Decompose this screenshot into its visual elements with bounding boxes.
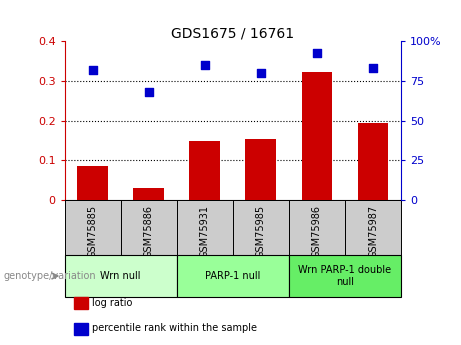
Bar bbox=[245, 139, 276, 200]
Text: genotype/variation: genotype/variation bbox=[4, 271, 96, 281]
Bar bbox=[177, 200, 233, 255]
Bar bbox=[233, 200, 289, 255]
Text: GSM75986: GSM75986 bbox=[312, 205, 322, 257]
Bar bbox=[289, 200, 345, 255]
Text: log ratio: log ratio bbox=[92, 298, 133, 307]
Point bbox=[145, 89, 152, 95]
Text: GSM75985: GSM75985 bbox=[256, 205, 266, 258]
Bar bbox=[358, 123, 389, 200]
Bar bbox=[74, 323, 88, 335]
Text: GSM75886: GSM75886 bbox=[144, 205, 154, 257]
Bar bbox=[65, 200, 121, 255]
Bar bbox=[133, 188, 164, 200]
Text: PARP-1 null: PARP-1 null bbox=[205, 271, 260, 281]
Bar bbox=[77, 166, 108, 200]
Bar bbox=[189, 141, 220, 200]
Point bbox=[257, 70, 265, 76]
Bar bbox=[177, 255, 289, 297]
Point bbox=[201, 62, 208, 68]
Point bbox=[313, 50, 321, 55]
Point bbox=[89, 67, 96, 73]
Bar bbox=[345, 200, 401, 255]
Bar bbox=[65, 255, 177, 297]
Text: GSM75885: GSM75885 bbox=[88, 205, 98, 258]
Bar bbox=[121, 200, 177, 255]
Bar bbox=[301, 72, 332, 200]
Text: GSM75931: GSM75931 bbox=[200, 205, 210, 257]
Text: percentile rank within the sample: percentile rank within the sample bbox=[92, 324, 257, 333]
Bar bbox=[289, 255, 401, 297]
Text: Wrn null: Wrn null bbox=[100, 271, 141, 281]
Title: GDS1675 / 16761: GDS1675 / 16761 bbox=[171, 26, 295, 40]
Text: Wrn PARP-1 double
null: Wrn PARP-1 double null bbox=[298, 265, 391, 287]
Text: GSM75987: GSM75987 bbox=[368, 205, 378, 258]
Bar bbox=[74, 297, 88, 309]
Point bbox=[369, 66, 377, 71]
